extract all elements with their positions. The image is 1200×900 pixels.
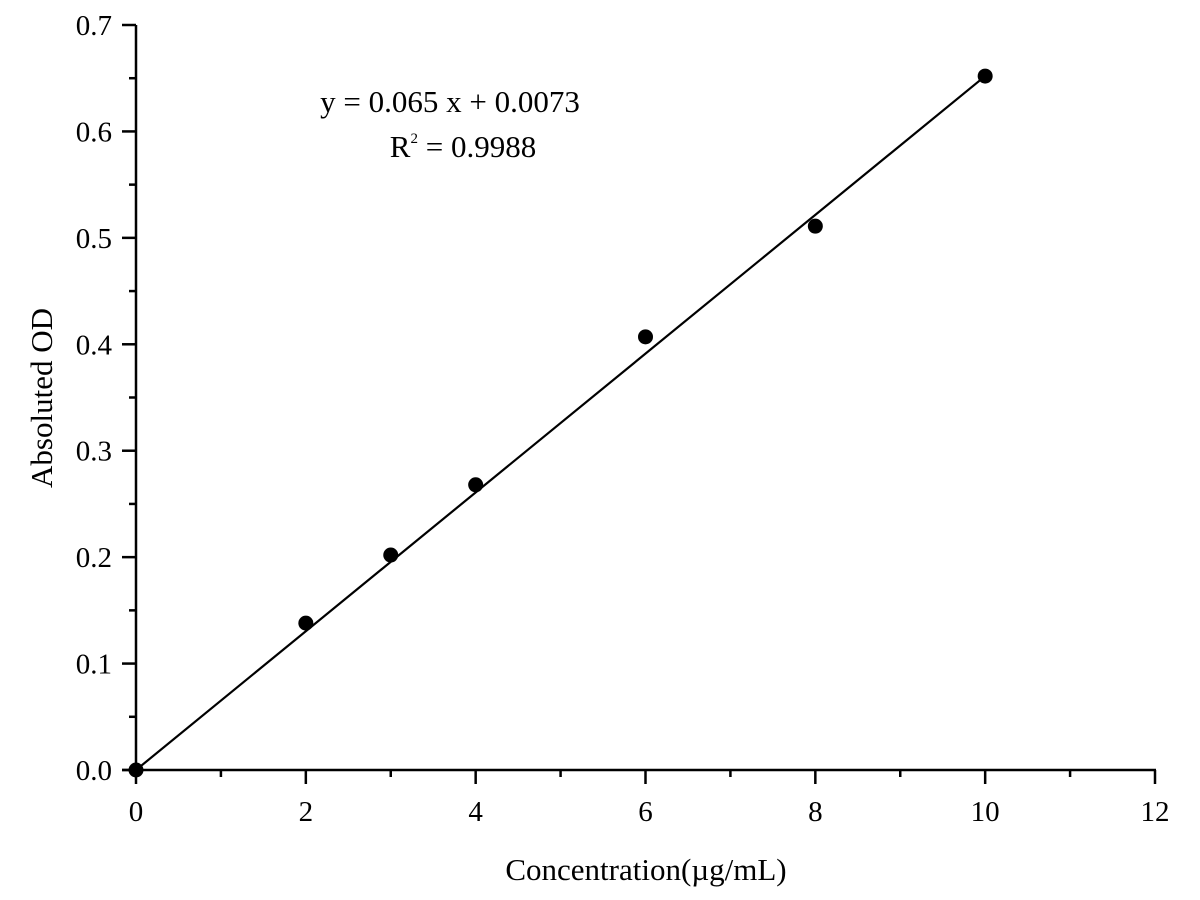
linear-fit-line: [135, 75, 986, 771]
x-tick-label: 6: [638, 796, 653, 828]
data-point-marker: [298, 615, 314, 631]
r-squared: R2 = 0.9988: [390, 129, 536, 164]
x-axis-ticks: 0 2 4 6 8 10 12: [129, 770, 1170, 828]
x-tick-label: 12: [1141, 796, 1170, 828]
data-point-marker: [383, 547, 399, 563]
data-point-marker: [807, 218, 823, 234]
x-tick-label: 0: [129, 796, 144, 828]
x-axis-title: Concentration(µg/mL): [505, 852, 786, 887]
data-point-marker: [468, 477, 484, 493]
y-axis-ticks: 0.0 0.1 0.2 0.3 0.4 0.5 0.6 0.7: [76, 10, 136, 787]
data-point-marker: [128, 762, 144, 778]
data-points: [128, 68, 993, 778]
r-squared-superscript: 2: [410, 131, 418, 147]
y-tick-label: 0.7: [76, 10, 112, 42]
plot-area: 0.0 0.1 0.2 0.3 0.4 0.5 0.6 0.7 0 2 4 6 8 10 12: [76, 10, 1170, 828]
y-axis-title: Absoluted OD: [24, 308, 59, 488]
y-tick-label: 0.1: [76, 649, 112, 681]
x-tick-label: 8: [808, 796, 823, 828]
y-tick-label: 0.4: [76, 329, 113, 361]
regression-equation: y = 0.065 x + 0.0073: [320, 84, 580, 119]
r-squared-prefix: R: [390, 129, 411, 164]
x-tick-label: 2: [299, 796, 314, 828]
x-tick-label: 10: [971, 796, 1000, 828]
y-tick-label: 0.3: [76, 436, 112, 468]
y-tick-label: 0.0: [76, 755, 112, 787]
data-point-marker: [638, 329, 653, 345]
data-point-marker: [977, 68, 993, 84]
y-tick-label: 0.6: [76, 116, 112, 148]
regression-line: [135, 75, 986, 771]
r-squared-value: = 0.9988: [418, 129, 536, 164]
x-tick-label: 4: [468, 796, 483, 828]
y-tick-label: 0.2: [76, 542, 112, 574]
y-tick-label: 0.5: [76, 223, 112, 255]
